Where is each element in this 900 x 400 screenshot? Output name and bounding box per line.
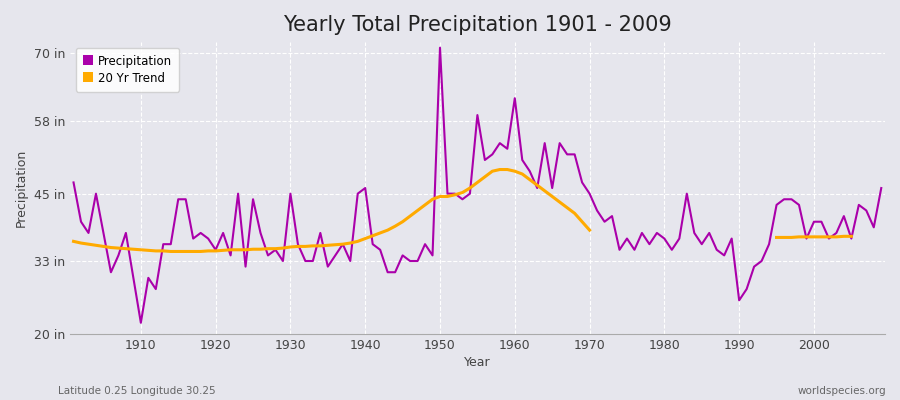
Legend: Precipitation, 20 Yr Trend: Precipitation, 20 Yr Trend (76, 48, 179, 92)
Title: Yearly Total Precipitation 1901 - 2009: Yearly Total Precipitation 1901 - 2009 (283, 15, 671, 35)
Text: worldspecies.org: worldspecies.org (798, 386, 886, 396)
Y-axis label: Precipitation: Precipitation (15, 149, 28, 227)
X-axis label: Year: Year (464, 356, 491, 369)
Text: Latitude 0.25 Longitude 30.25: Latitude 0.25 Longitude 30.25 (58, 386, 216, 396)
